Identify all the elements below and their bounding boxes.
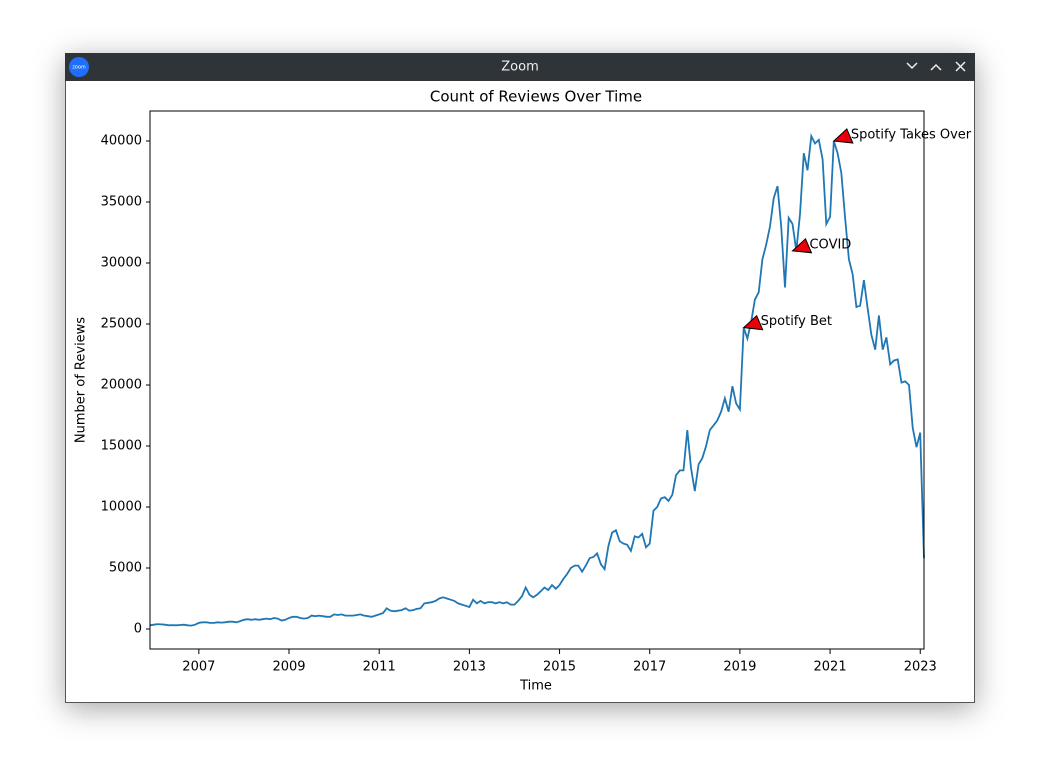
plot-frame bbox=[149, 110, 925, 650]
x-tick-label: 2009 bbox=[272, 660, 305, 675]
x-tick-label: 2011 bbox=[363, 660, 396, 675]
y-tick-label: 15000 bbox=[101, 438, 142, 453]
x-axis-label: Time bbox=[519, 679, 552, 694]
y-tick-label: 25000 bbox=[101, 317, 142, 332]
x-tick-label: 2017 bbox=[633, 660, 666, 675]
title-bar bbox=[65, 53, 975, 81]
y-tick-label: 40000 bbox=[101, 134, 142, 149]
y-tick-label: 20000 bbox=[101, 378, 142, 393]
y-tick-label: 5000 bbox=[109, 560, 142, 575]
window-title: Zoom bbox=[501, 60, 538, 75]
annotation-arrow bbox=[742, 314, 764, 331]
y-axis-label: Number of Reviews bbox=[74, 317, 89, 443]
maximize-button[interactable] bbox=[930, 63, 942, 71]
chart-title: Count of Reviews Over Time bbox=[430, 88, 642, 106]
x-tick-label: 2021 bbox=[814, 660, 847, 675]
app-icon bbox=[69, 57, 89, 77]
annotation-text: Spotify Takes Over bbox=[851, 128, 972, 143]
x-tick-label: 2015 bbox=[543, 660, 576, 675]
annotation-arrow bbox=[791, 237, 813, 254]
y-tick-label: 10000 bbox=[101, 499, 142, 514]
annotation-text: Spotify Bet bbox=[761, 314, 832, 329]
app-icon-text: zoom bbox=[72, 65, 86, 71]
x-tick-label: 2019 bbox=[723, 660, 756, 675]
y-tick-label: 0 bbox=[134, 621, 142, 636]
close-button[interactable] bbox=[955, 61, 966, 72]
minimize-button[interactable] bbox=[906, 62, 918, 70]
y-tick-label: 30000 bbox=[101, 256, 142, 271]
x-tick-label: 2013 bbox=[453, 660, 486, 675]
y-tick-label: 35000 bbox=[101, 195, 142, 210]
annotation-arrow bbox=[832, 128, 854, 144]
data-line bbox=[149, 132, 925, 627]
x-tick-label: 2007 bbox=[182, 660, 215, 675]
x-tick-label: 2023 bbox=[904, 660, 937, 675]
annotation-text: COVID bbox=[809, 237, 851, 252]
